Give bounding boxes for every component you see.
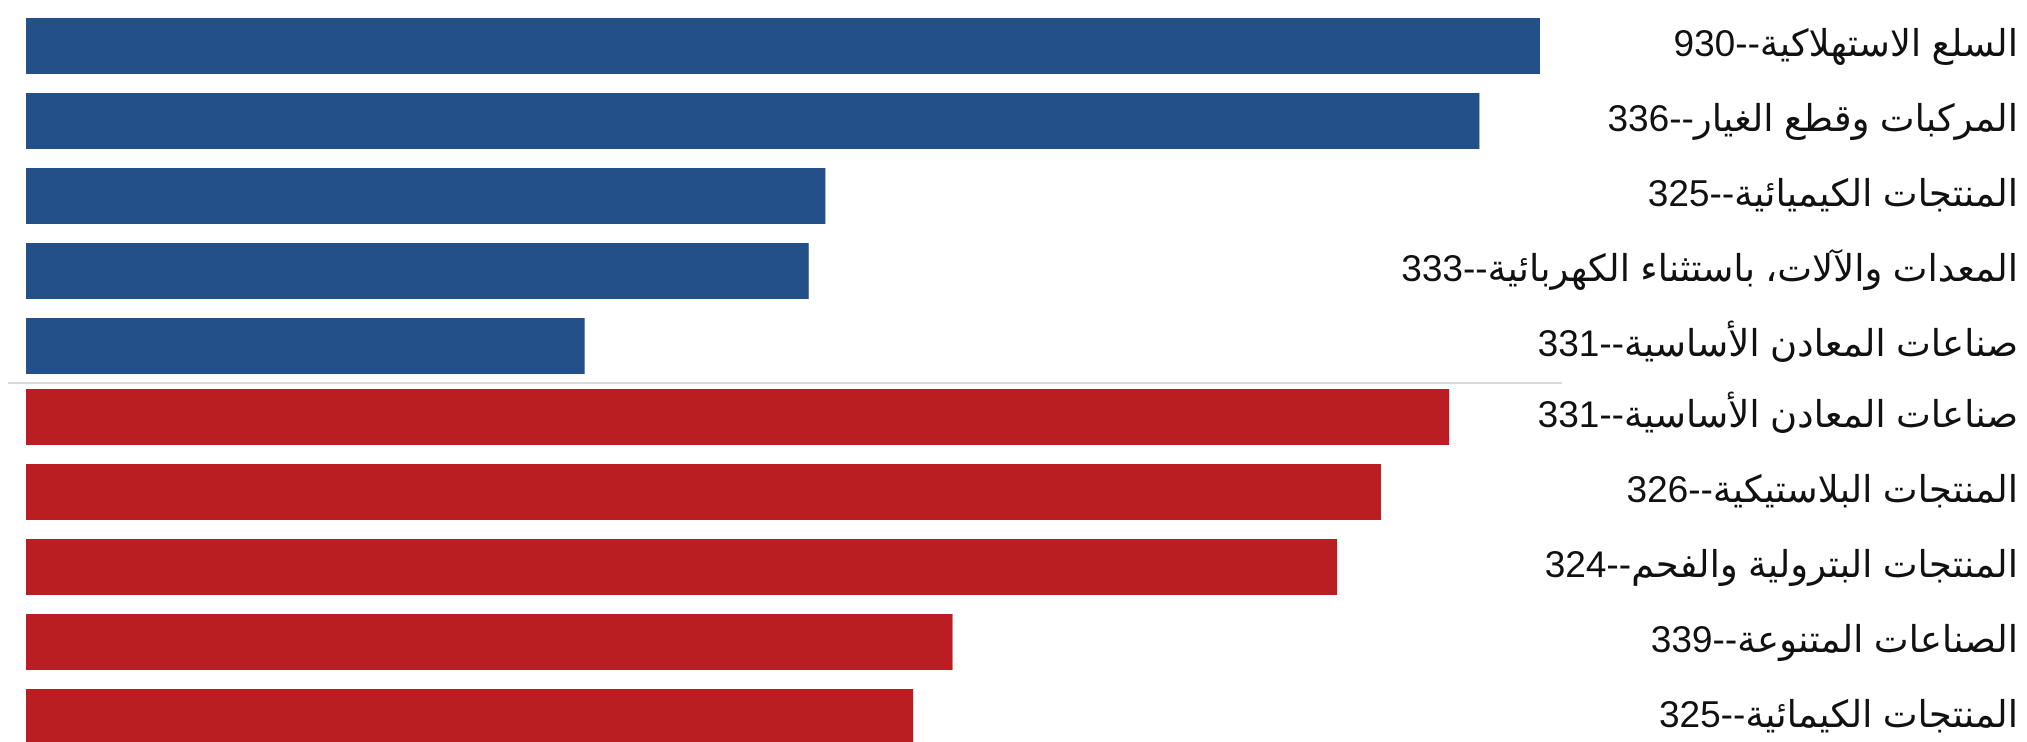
bar-group1-2	[26, 93, 1480, 149]
bar-label-group1-4: 333--المعدات والآلات، باستثناء الكهربائي…	[1401, 248, 2018, 291]
bar-group2-4	[26, 614, 953, 670]
bars-layer	[26, 18, 1540, 742]
bar-label-group2-3: 324--المنتجات البترولية والفحم	[1545, 544, 2018, 587]
bar-group2-5	[26, 689, 914, 742]
bar-label-group1-2: 336--المركبات وقطع الغيار	[1607, 98, 2018, 141]
bar-group1-3	[26, 168, 826, 224]
bar-group1-4	[26, 243, 809, 299]
bar-label-group1-1: 930--السلع الاستهلاكية	[1674, 23, 2018, 66]
labels-layer: 930--السلع الاستهلاكية 336--المركبات وقطع…	[1401, 23, 2018, 735]
bar-group1-5	[26, 318, 585, 374]
bar-label-group1-3: 325--المنتجات الكيميائية	[1648, 173, 2018, 214]
bar-label-group2-1: 331--صناعات المعادن الأساسية	[1538, 392, 2018, 435]
bar-group2-1	[26, 389, 1450, 445]
bar-group2-2	[26, 464, 1382, 520]
bar-label-group2-4: 339--الصناعات المتنوعة	[1651, 619, 2018, 662]
bar-label-group2-5: 325--المنتجات الكيمائية	[1659, 694, 2018, 735]
bar-label-group2-2: 326--المنتجات البلاستيكية	[1627, 469, 2019, 510]
bar-label-group1-5: 331--صناعات المعادن الأساسية	[1538, 321, 2018, 364]
bar-group1-1	[26, 18, 1540, 74]
bar-group2-3	[26, 539, 1338, 595]
